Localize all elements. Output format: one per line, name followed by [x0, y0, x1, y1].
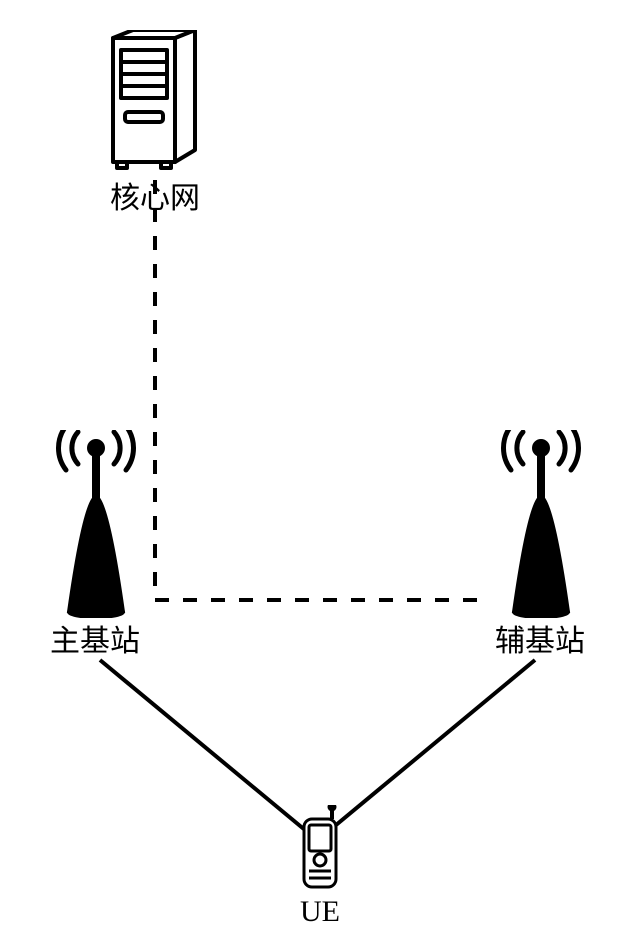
edge-secondary-to-ue	[330, 660, 535, 830]
secondary-base-station-label: 辅基站	[485, 625, 595, 658]
antenna-tower-icon	[40, 430, 152, 618]
antenna-tower-icon	[485, 430, 597, 618]
server-rack-icon	[105, 30, 205, 170]
diagram-root: 核心网 主基站 辅基站 UE	[0, 0, 641, 935]
phone-icon	[298, 805, 342, 890]
ue-label: UE	[290, 895, 350, 928]
edge-master-to-ue	[100, 660, 305, 830]
core-network-label: 核心网	[100, 182, 210, 215]
master-base-station-label: 主基站	[40, 625, 150, 658]
